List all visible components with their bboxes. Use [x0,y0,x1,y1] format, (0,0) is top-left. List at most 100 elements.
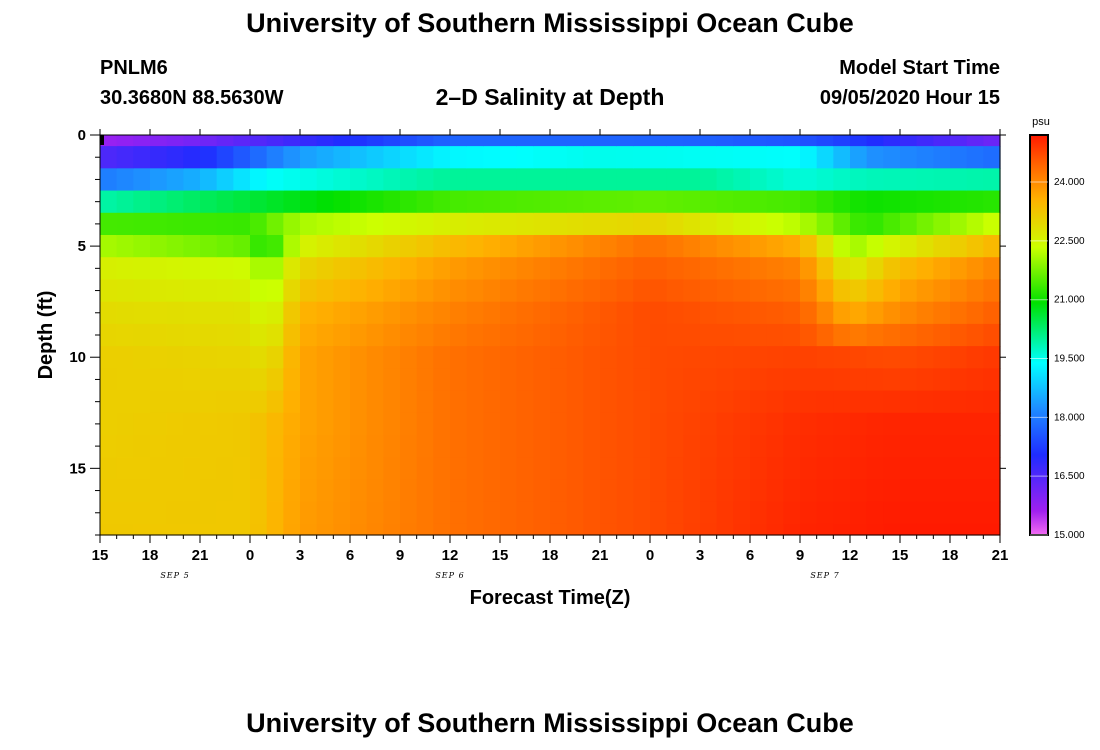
heatmap-cell [816,501,834,525]
heatmap-cell [733,135,751,147]
heatmap-cell [500,412,518,436]
heatmap-cell [733,323,751,347]
heatmap-cell [416,235,434,258]
heatmap-cell [950,501,968,525]
heatmap-cell [666,479,684,503]
heatmap-cell [450,301,468,325]
heatmap-cell [550,168,568,192]
heatmap-cell [233,390,251,414]
heatmap-cell [383,146,401,169]
heatmap-cell [316,501,334,525]
heatmap-cell [383,501,401,525]
heatmap-cell [850,479,868,503]
heatmap-cell [616,279,634,303]
heatmap-cell [966,301,984,325]
heatmap-cell [583,135,601,147]
heatmap-cell [866,257,884,281]
heatmap-cell [116,346,134,369]
heatmap-cell [433,257,451,281]
heatmap-cell [966,435,984,458]
heatmap-cell [200,146,218,169]
heatmap-cell [833,279,851,303]
heatmap-cell [616,190,634,214]
heatmap-cell [116,523,134,536]
heatmap-cell [283,457,301,481]
heatmap-cell [316,190,334,214]
heatmap-cell [816,368,834,392]
heatmap-cell [100,279,118,303]
heatmap-cell [433,368,451,392]
heatmap-cell [583,501,601,525]
heatmap-cell [983,135,1001,147]
heatmap-cell [900,457,918,481]
heatmap-cell [533,168,551,192]
x-tick-label: 18 [142,547,159,564]
heatmap-cell [333,279,351,303]
heatmap-cell [300,235,318,258]
heatmap-cell [766,212,784,236]
heatmap-cell [233,146,251,169]
heatmap-cell [900,146,918,169]
heatmap-cell [700,501,718,525]
heatmap-cell [583,323,601,347]
heatmap-cell [250,368,268,392]
heatmap-cell [250,457,268,481]
heatmap-cell [783,390,801,414]
heatmap-cell [166,501,184,525]
heatmap-cell [983,146,1001,169]
heatmap-cell [550,457,568,481]
heatmap-cell [966,212,984,236]
heatmap-cell [750,346,768,369]
heatmap-cell [950,257,968,281]
heatmap-cell [683,279,701,303]
heatmap-cell [866,235,884,258]
heatmap-cell [400,301,418,325]
station-id: PNLM6 [100,57,168,79]
heatmap-cell [450,135,468,147]
heatmap-cell [300,435,318,458]
heatmap-cell [883,279,901,303]
heatmap-cell [733,523,751,536]
heatmap-cell [950,323,968,347]
heatmap-cell [566,346,584,369]
heatmap-cell [983,190,1001,214]
heatmap-cell [416,479,434,503]
heatmap-cell [583,235,601,258]
heatmap-cell [350,390,368,414]
heatmap-cell [833,257,851,281]
heatmap-cell [200,135,218,147]
heatmap-cell [883,412,901,436]
heatmap-cell [450,190,468,214]
heatmap-cell [800,368,818,392]
heatmap-cell [183,190,201,214]
heatmap-cell [950,435,968,458]
heatmap-cell [466,501,484,525]
heatmap-cell [100,368,118,392]
heatmap-cell [566,368,584,392]
heatmap-cell [616,301,634,325]
heatmap-cell [933,323,951,347]
heatmap-cell [316,435,334,458]
heatmap-cell [150,368,168,392]
heatmap-cell [133,190,151,214]
heatmap-cell [633,279,651,303]
heatmap-cell [300,212,318,236]
x-tick-label: 12 [442,547,459,564]
heatmap-cell [966,479,984,503]
heatmap-cell [333,212,351,236]
heatmap-cell [933,479,951,503]
heatmap-cell [366,212,384,236]
heatmap-cell [766,435,784,458]
heatmap-cell [750,301,768,325]
heatmap-cell [833,190,851,214]
heatmap-cell [533,146,551,169]
heatmap-cell [100,435,118,458]
heatmap-cell [266,279,284,303]
heatmap-cell [383,412,401,436]
heatmap-cell [883,501,901,525]
heatmap-cell [850,457,868,481]
heatmap-cell [700,301,718,325]
heatmap-cell [533,457,551,481]
heatmap-cell [733,235,751,258]
